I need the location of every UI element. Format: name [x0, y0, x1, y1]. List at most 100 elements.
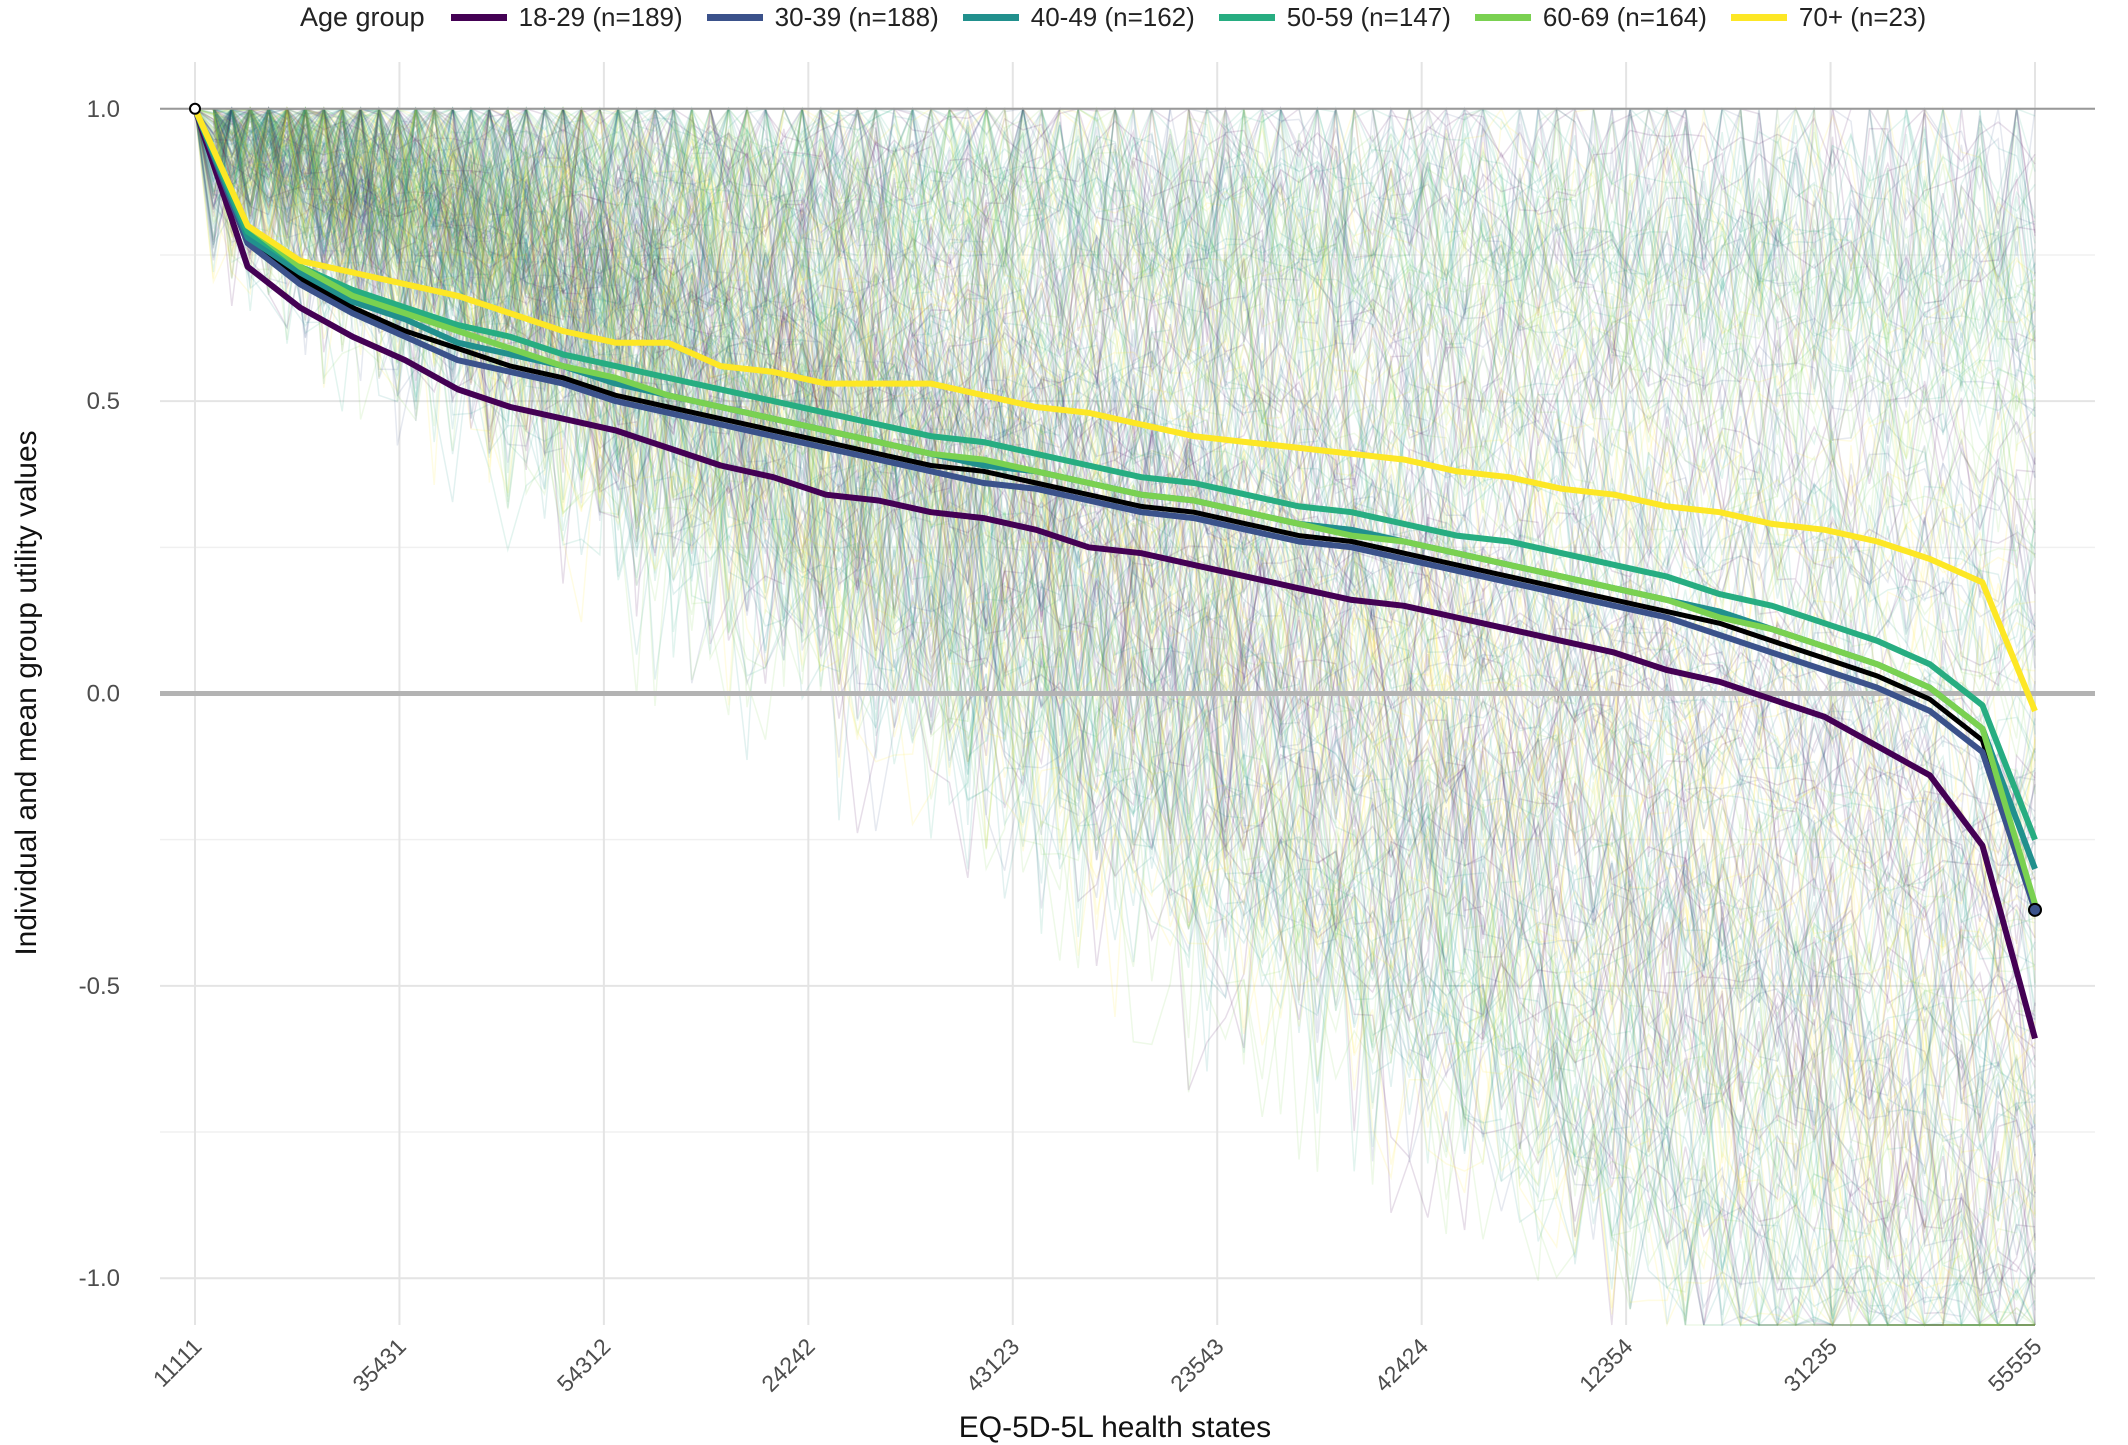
- individual-line: [194, 106, 2036, 478]
- individual-line: [195, 108, 2036, 1326]
- individual-line: [194, 108, 2036, 1298]
- individual-line: [195, 108, 2036, 1326]
- individual-line: [194, 107, 2036, 462]
- individual-line: [195, 107, 2036, 961]
- y-tick-label: 1.0: [87, 96, 120, 123]
- individual-line: [194, 106, 2036, 556]
- individual-line: [194, 106, 2036, 461]
- individual-line: [194, 108, 2036, 809]
- individual-line: [194, 108, 2036, 966]
- individual-line: [194, 108, 2036, 1167]
- individual-line: [194, 107, 2036, 892]
- individual-line: [195, 106, 2036, 529]
- individual-line: [194, 108, 2036, 1221]
- individual-line: [195, 106, 2036, 619]
- individual-line: [195, 106, 2036, 348]
- individual-line: [194, 108, 2036, 1241]
- individual-line: [194, 108, 2036, 885]
- individual-line: [194, 106, 2036, 304]
- individual-line: [194, 107, 2036, 812]
- individual-line: [194, 108, 2036, 886]
- individual-line: [194, 106, 2036, 381]
- legend-swatch: [1474, 13, 1531, 21]
- individual-line: [195, 106, 2036, 757]
- individual-line: [195, 108, 2036, 1326]
- individual-line: [194, 107, 2036, 973]
- legend-item: 50-59 (n=147): [1218, 2, 1451, 33]
- individual-line: [195, 108, 2036, 1229]
- individual-line: [194, 107, 2036, 735]
- individual-line: [194, 107, 2036, 856]
- individual-line: [195, 106, 2036, 842]
- legend-label: 18-29 (n=189): [518, 1, 683, 32]
- individual-line: [195, 108, 2036, 1157]
- legend-item: 30-39 (n=188): [706, 2, 939, 33]
- individual-line: [194, 106, 2036, 1143]
- y-tick-label: -0.5: [79, 973, 120, 1000]
- series-line: [192, 107, 2038, 841]
- individual-line: [195, 106, 2036, 465]
- y-tick-label: -1.0: [79, 1265, 120, 1292]
- individual-line: [195, 105, 2036, 1156]
- individual-line: [194, 106, 2036, 1326]
- x-axis-title: EQ-5D-5L health states: [959, 1411, 1271, 1444]
- individual-line: [195, 108, 2036, 1328]
- individual-line: [195, 108, 2036, 666]
- individual-line: [195, 108, 2036, 1044]
- end-point: [2028, 902, 2042, 917]
- individual-line: [194, 105, 2036, 681]
- individual-line: [195, 107, 2036, 866]
- individual-line: [194, 107, 2036, 627]
- individual-line: [195, 108, 2036, 1295]
- individual-line: [195, 108, 2036, 418]
- individual-line: [194, 106, 2036, 1304]
- individual-line: [195, 106, 2036, 827]
- individual-line: [195, 106, 2036, 707]
- individual-line: [195, 108, 2035, 1326]
- individual-line: [195, 106, 2035, 1326]
- individual-line: [195, 108, 2036, 1306]
- individual-line: [194, 108, 2036, 624]
- individual-line: [194, 105, 2036, 335]
- individual-line: [195, 106, 2036, 534]
- x-tick-label: 12354: [1574, 1333, 1638, 1397]
- legend-item: 40-49 (n=162): [962, 1, 1195, 33]
- individual-line: [195, 106, 2036, 1105]
- x-tick-label: 42424: [1370, 1333, 1434, 1397]
- individual-line: [194, 108, 2036, 1185]
- individual-line: [194, 106, 2036, 399]
- individual-line: [195, 106, 2036, 305]
- individual-line: [194, 108, 2035, 1326]
- individual-line: [195, 106, 2036, 1063]
- individual-line: [195, 108, 2036, 908]
- individual-line: [194, 107, 2036, 436]
- legend-label: 40-49 (n=162): [1030, 1, 1195, 32]
- individual-line: [195, 105, 2036, 398]
- individual-line: [195, 106, 2035, 1326]
- individual-line: [194, 107, 2036, 932]
- individual-line: [195, 108, 2036, 750]
- individual-line: [195, 108, 2036, 913]
- individual-line: [195, 107, 2036, 1313]
- legend-title: Age group: [300, 1, 425, 32]
- individual-line: [195, 108, 2036, 1098]
- individual-line: [194, 108, 2036, 1112]
- x-tick-label: 43123: [961, 1333, 1025, 1397]
- individual-line: [195, 107, 2036, 846]
- individual-line: [195, 108, 2036, 684]
- individual-line: [195, 106, 2036, 358]
- individual-line: [194, 106, 2036, 1067]
- individual-line: [194, 107, 2036, 938]
- individual-line: [194, 108, 2036, 1326]
- x-tick-label: 24242: [756, 1333, 820, 1397]
- individual-line: [195, 106, 2036, 368]
- individual-line: [195, 107, 2036, 1328]
- individual-line: [194, 107, 2036, 1152]
- individual-line: [194, 107, 2036, 557]
- individual-line: [195, 107, 2036, 1285]
- individual-line: [195, 106, 2036, 739]
- series-line: [192, 107, 2038, 911]
- legend: Age group 18-29 (n=189) 30-39 (n=188) 40-4…: [300, 0, 1950, 34]
- legend-item: 60-69 (n=164): [1474, 2, 1707, 33]
